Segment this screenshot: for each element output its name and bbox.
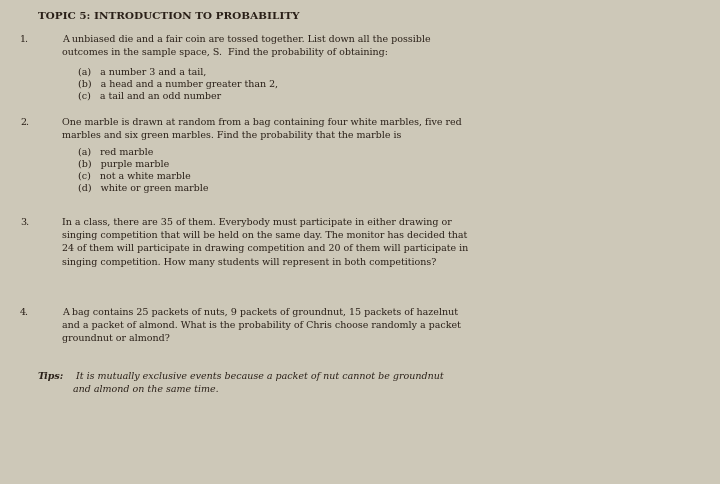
Text: 3.: 3. [20,218,29,227]
Text: A unbiased die and a fair coin are tossed together. List down all the possible
o: A unbiased die and a fair coin are tosse… [62,35,431,57]
Text: A bag contains 25 packets of nuts, 9 packets of groundnut, 15 packets of hazelnu: A bag contains 25 packets of nuts, 9 pac… [62,308,461,344]
Text: (b)   a head and a number greater than 2,: (b) a head and a number greater than 2, [78,80,278,89]
Text: (d)   white or green marble: (d) white or green marble [78,184,209,193]
Text: (c)   a tail and an odd number: (c) a tail and an odd number [78,92,221,101]
Text: 2.: 2. [20,118,29,127]
Text: In a class, there are 35 of them. Everybody must participate in either drawing o: In a class, there are 35 of them. Everyb… [62,218,468,267]
Text: (b)   purple marble: (b) purple marble [78,160,169,169]
Text: (c)   not a white marble: (c) not a white marble [78,172,191,181]
Text: (a)   red marble: (a) red marble [78,148,153,157]
Text: 1.: 1. [20,35,29,44]
Text: It is mutually exclusive events because a packet of nut cannot be groundnut
and : It is mutually exclusive events because … [73,372,444,394]
Text: TOPIC 5: INTRODUCTION TO PROBABILITY: TOPIC 5: INTRODUCTION TO PROBABILITY [38,12,300,21]
Text: (a)   a number 3 and a tail,: (a) a number 3 and a tail, [78,68,207,77]
Text: Tips:: Tips: [38,372,64,381]
Text: One marble is drawn at random from a bag containing four white marbles, five red: One marble is drawn at random from a bag… [62,118,462,140]
Text: 4.: 4. [20,308,29,317]
